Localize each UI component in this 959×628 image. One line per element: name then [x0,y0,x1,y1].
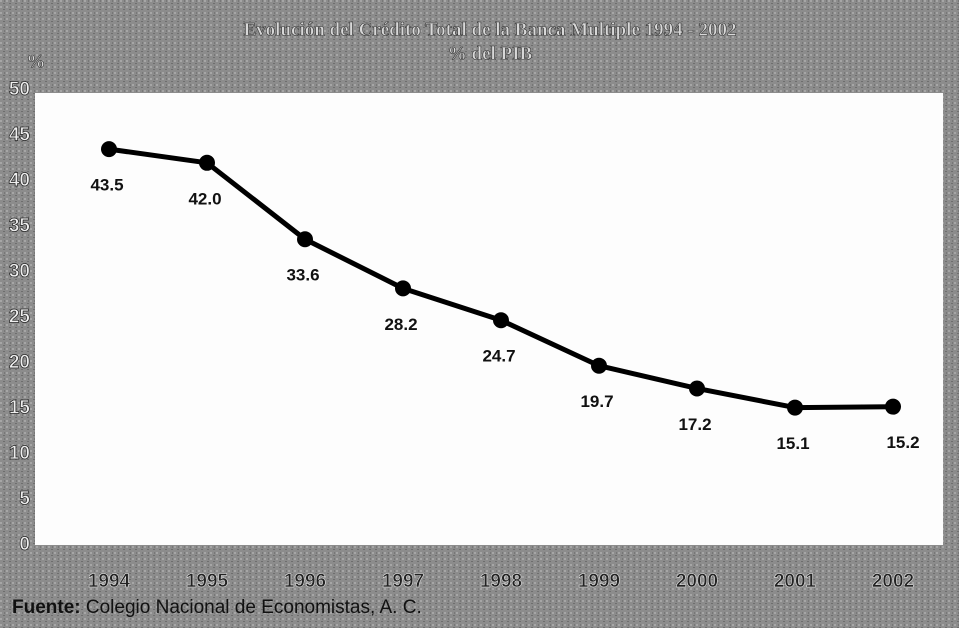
y-tick-label: 0 [19,534,30,555]
x-tick-label: 1995 [186,571,229,592]
source-label: Fuente: [12,597,81,618]
data-point [297,231,313,248]
y-tick-label: 25 [9,307,31,328]
x-tick-label: 1996 [284,571,326,592]
data-point [395,280,411,297]
y-tick-label: 5 [19,489,30,510]
data-point [101,141,117,158]
data-point [591,357,607,374]
source: Fuente: Colegio Nacional de Economistas,… [12,597,422,618]
data-label: 17.2 [678,415,711,434]
data-point [689,380,705,397]
x-tick-label: 1994 [88,571,131,592]
data-label: 19.7 [580,392,613,411]
x-tick-label: 1999 [578,571,620,592]
data-point [885,398,901,415]
y-tick-label: 45 [9,125,31,146]
x-tick-label: 2001 [774,571,817,592]
data-label: 28.2 [384,315,417,334]
data-label: 15.2 [886,433,919,452]
plot-area [35,93,943,545]
y-tick-label: 50 [9,79,30,100]
data-point [493,312,509,329]
y-tick-label: 10 [9,443,30,464]
y-tick-label: 20 [9,352,30,373]
data-label: 42.0 [188,189,221,208]
y-tick-label: 35 [9,216,31,237]
data-point [787,399,803,416]
data-label: 24.7 [482,347,515,366]
x-tick-label: 2000 [676,571,718,592]
y-axis-label: % [27,51,46,72]
data-label: 33.6 [286,266,319,285]
y-tick-label: 40 [9,170,30,191]
data-point [199,154,215,171]
source-text: Colegio Nacional de Economistas, A. C. [86,597,422,618]
data-label: 43.5 [90,176,123,195]
x-tick-label: 2002 [872,571,914,592]
chart-title: Evolución del Crédito Total de la Banca … [244,19,737,40]
y-tick-label: 30 [9,261,30,282]
data-label: 15.1 [776,434,809,453]
x-tick-label: 1998 [480,571,522,592]
x-tick-label: 1997 [382,571,424,592]
chart-subtitle: % del PIB [448,43,533,64]
y-tick-label: 15 [9,398,31,419]
